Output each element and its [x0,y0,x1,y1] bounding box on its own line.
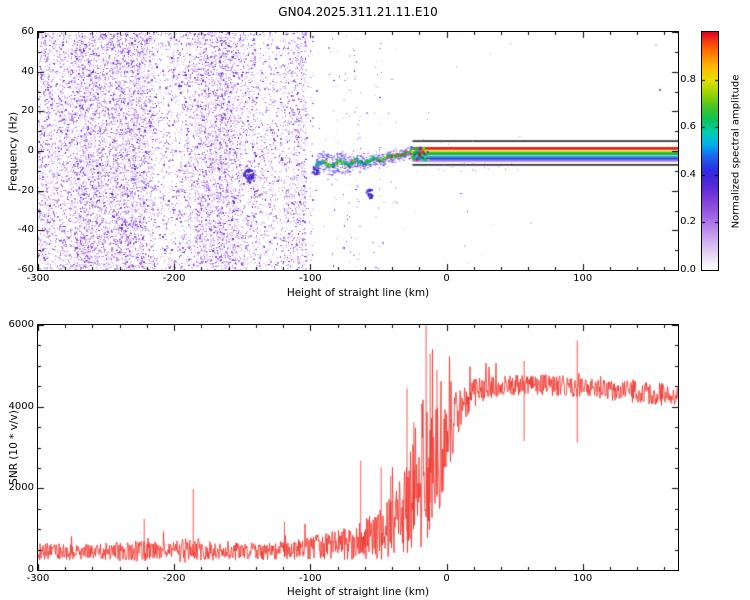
spectrogram-panel [37,31,679,271]
bottom-y-tick-label: 2000 [8,482,34,494]
bottom-x-tick-label: 100 [573,573,593,584]
top-xaxis-label: Height of straight line (km) [286,287,430,299]
bottom-xaxis-label: Height of straight line (km) [286,586,430,598]
top-x-tick-label: -100 [298,273,322,284]
top-x-tick-label: 100 [573,273,593,284]
colorbar-tick-label: 0.2 [680,216,696,228]
top-y-tick-label: -60 [17,264,34,275]
bottom-x-tick-label: -100 [298,573,322,584]
colorbar-tick-label: 0.8 [680,73,696,85]
bottom-yaxis-label: SNR (10 * v/v) [8,410,20,485]
top-y-tick-label: 0 [27,145,34,156]
bottom-y-tick-label: 4000 [8,400,34,412]
page-title: GN04.2025.311.21.11.E10 [278,5,438,19]
colorbar [701,31,719,271]
spectrogram-canvas [38,32,678,270]
bottom-x-tick-label: 0 [443,573,450,584]
colorbar-tick-label: 0.0 [680,264,696,275]
colorbar-label: Normalized spectral amplitude [730,74,742,229]
top-x-tick-label: -300 [26,273,50,284]
colorbar-tick-label: 0.4 [680,168,696,180]
colorbar-tick-label: 0.6 [680,121,696,133]
bottom-x-tick-label: -300 [26,573,50,584]
bottom-y-tick-label: 0 [27,564,34,575]
top-y-tick-label: -20 [17,184,34,196]
top-y-tick-label: 20 [21,105,34,117]
bottom-y-tick-label: 6000 [8,319,34,330]
top-x-tick-label: 0 [443,273,450,284]
snr-line-canvas [38,325,678,570]
top-y-tick-label: -40 [17,224,34,236]
bottom-x-tick-label: -200 [162,573,186,584]
top-x-tick-label: -200 [162,273,186,284]
snr-panel [37,324,679,571]
top-y-tick-label: 60 [21,26,34,37]
colorbar-gradient-canvas [702,32,718,270]
top-y-tick-label: 40 [21,65,34,77]
